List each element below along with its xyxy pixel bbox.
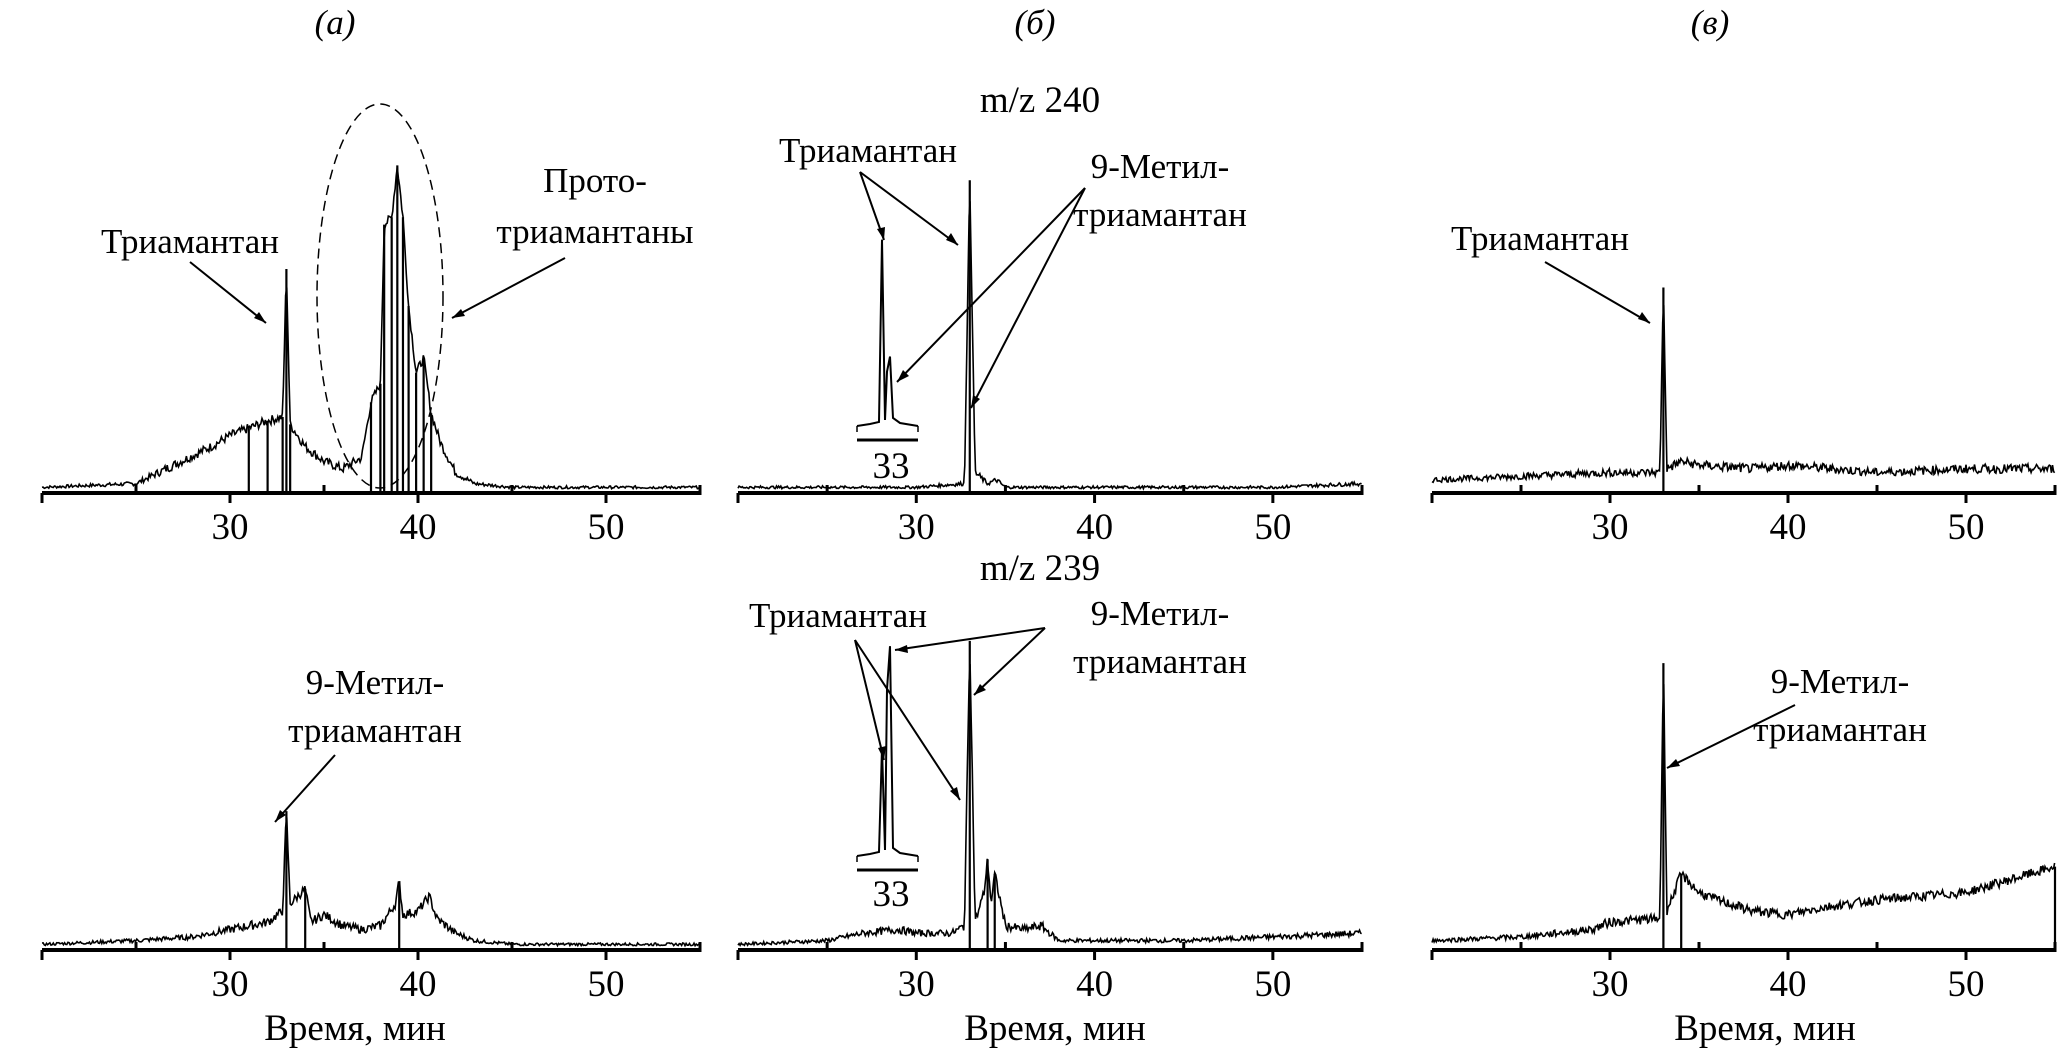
annotation-arrow bbox=[970, 187, 1086, 409]
annotations-c-bottom: 9-Метил- триамантан bbox=[1666, 662, 1927, 769]
arrow-head bbox=[971, 395, 980, 408]
annotation-methyl-2: триамантан bbox=[288, 711, 462, 750]
inset-b-top: 33 bbox=[856, 239, 919, 487]
annotation-methyl-1: 9-Метил- bbox=[1091, 594, 1230, 633]
annotation-arrow bbox=[274, 754, 336, 823]
annotations-a-top: Триамантан Прото- триамантаны bbox=[101, 103, 694, 489]
mz-label-240: m/z 240 bbox=[980, 80, 1100, 121]
x-tick-label: 40 bbox=[1770, 507, 1807, 548]
panel-letter-b: (б) bbox=[1015, 3, 1056, 42]
x-tick-label: 40 bbox=[400, 964, 437, 1005]
annotation-triamantane: Триамантан bbox=[779, 131, 957, 170]
annotation-triamantane: Триамантан bbox=[1451, 219, 1629, 258]
x-tick-label: 50 bbox=[1254, 507, 1291, 548]
x-tick-label: 50 bbox=[588, 507, 625, 548]
annotation-arrow bbox=[859, 171, 959, 246]
x-tick-label: 50 bbox=[1254, 964, 1291, 1005]
chromatogram-trace bbox=[41, 817, 700, 948]
inset-label: 33 bbox=[873, 446, 910, 487]
x-tick-label: 50 bbox=[588, 964, 625, 1005]
annotation-prototriamantanes-2: триамантаны bbox=[496, 212, 693, 251]
chart-panel-c-bottom: 30 40 50 bbox=[1430, 663, 2057, 1005]
chart-panel-a-top: 30 40 50 bbox=[40, 165, 702, 548]
annotation-arrow bbox=[896, 187, 1086, 383]
inset-label: 33 bbox=[873, 874, 910, 915]
annotations-b-bottom: Триамантан 9-Метил- триамантан bbox=[749, 594, 1247, 801]
x-tick-label: 40 bbox=[400, 507, 437, 548]
annotation-triamantane: Триамантан bbox=[749, 596, 927, 635]
x-tick-label: 30 bbox=[898, 964, 935, 1005]
arrow-head bbox=[1667, 759, 1680, 768]
arrow-head bbox=[897, 370, 909, 382]
annotations-b-top: Триамантан 9-Метил- триамантан bbox=[779, 131, 1247, 409]
annotations-c-top: Триамантан bbox=[1451, 219, 1651, 324]
arrow-head bbox=[974, 684, 986, 695]
x-tick-label: 40 bbox=[1076, 507, 1113, 548]
x-axis-label-a: Время, мин bbox=[264, 1008, 446, 1049]
chromatogram-trace bbox=[1431, 305, 2056, 484]
inset-b-bottom: 33 bbox=[856, 646, 919, 915]
arrow-head bbox=[946, 233, 958, 245]
panel-letter-c: (в) bbox=[1691, 3, 1730, 42]
arrow-head bbox=[1638, 312, 1650, 323]
chart-panel-a-bottom: 30 40 50 bbox=[40, 811, 702, 1005]
x-tick-label: 30 bbox=[898, 507, 935, 548]
chart-panel-b-top: 30 40 50 bbox=[736, 180, 1364, 548]
x-tick-label: 30 bbox=[1592, 507, 1629, 548]
x-tick-label: 40 bbox=[1770, 964, 1807, 1005]
annotation-arrow bbox=[1544, 261, 1651, 324]
prototriamantane-ellipse bbox=[316, 103, 444, 489]
x-axis-label-b: Время, мин bbox=[964, 1008, 1146, 1049]
x-tick-label: 40 bbox=[1076, 964, 1113, 1005]
panel-letter-a: (а) bbox=[315, 3, 356, 42]
inset-trace bbox=[856, 646, 919, 857]
annotation-prototriamantanes-1: Прото- bbox=[543, 161, 647, 200]
annotation-methyl-1: 9-Метил- bbox=[1091, 147, 1230, 186]
annotation-arrow bbox=[973, 627, 1046, 696]
arrow-head bbox=[452, 309, 465, 318]
annotation-arrow bbox=[189, 261, 267, 324]
x-tick-label: 30 bbox=[1592, 964, 1629, 1005]
annotation-methyl-2: триамантан bbox=[1753, 710, 1927, 749]
annotation-arrow bbox=[854, 639, 961, 801]
annotation-methyl-1: 9-Метил- bbox=[1771, 662, 1910, 701]
mz-label-239: m/z 239 bbox=[980, 548, 1100, 589]
annotations-a-bottom: 9-Метил- триамантан bbox=[274, 663, 462, 823]
annotation-methyl-1: 9-Метил- bbox=[306, 663, 445, 702]
annotation-arrow bbox=[854, 639, 885, 761]
x-tick-label: 50 bbox=[1948, 507, 1985, 548]
arrow-head bbox=[275, 810, 286, 822]
chart-panel-b-bottom: 30 40 50 bbox=[736, 640, 1364, 1005]
annotation-methyl-2: триамантан bbox=[1073, 195, 1247, 234]
arrow-head bbox=[877, 227, 885, 240]
annotation-triamantane: Триамантан bbox=[101, 222, 279, 261]
x-tick-label: 30 bbox=[212, 507, 249, 548]
annotation-arrow bbox=[894, 627, 1046, 651]
x-tick-label: 30 bbox=[212, 964, 249, 1005]
chromatogram-trace bbox=[1431, 684, 2056, 944]
x-tick-label: 50 bbox=[1948, 964, 1985, 1005]
chart-panel-c-top: 30 40 50 bbox=[1430, 287, 2057, 548]
arrow-head bbox=[950, 787, 960, 800]
arrow-head bbox=[254, 312, 266, 323]
inset-trace bbox=[856, 239, 919, 427]
chromatogram-trace bbox=[737, 664, 1363, 948]
annotation-arrow bbox=[1666, 704, 1796, 769]
annotation-methyl-2: триамантан bbox=[1073, 642, 1247, 681]
annotation-arrow bbox=[451, 257, 566, 319]
x-axis-label-c: Время, мин bbox=[1674, 1008, 1856, 1049]
chromatogram-trace bbox=[737, 201, 1362, 491]
arrow-head bbox=[895, 645, 908, 653]
